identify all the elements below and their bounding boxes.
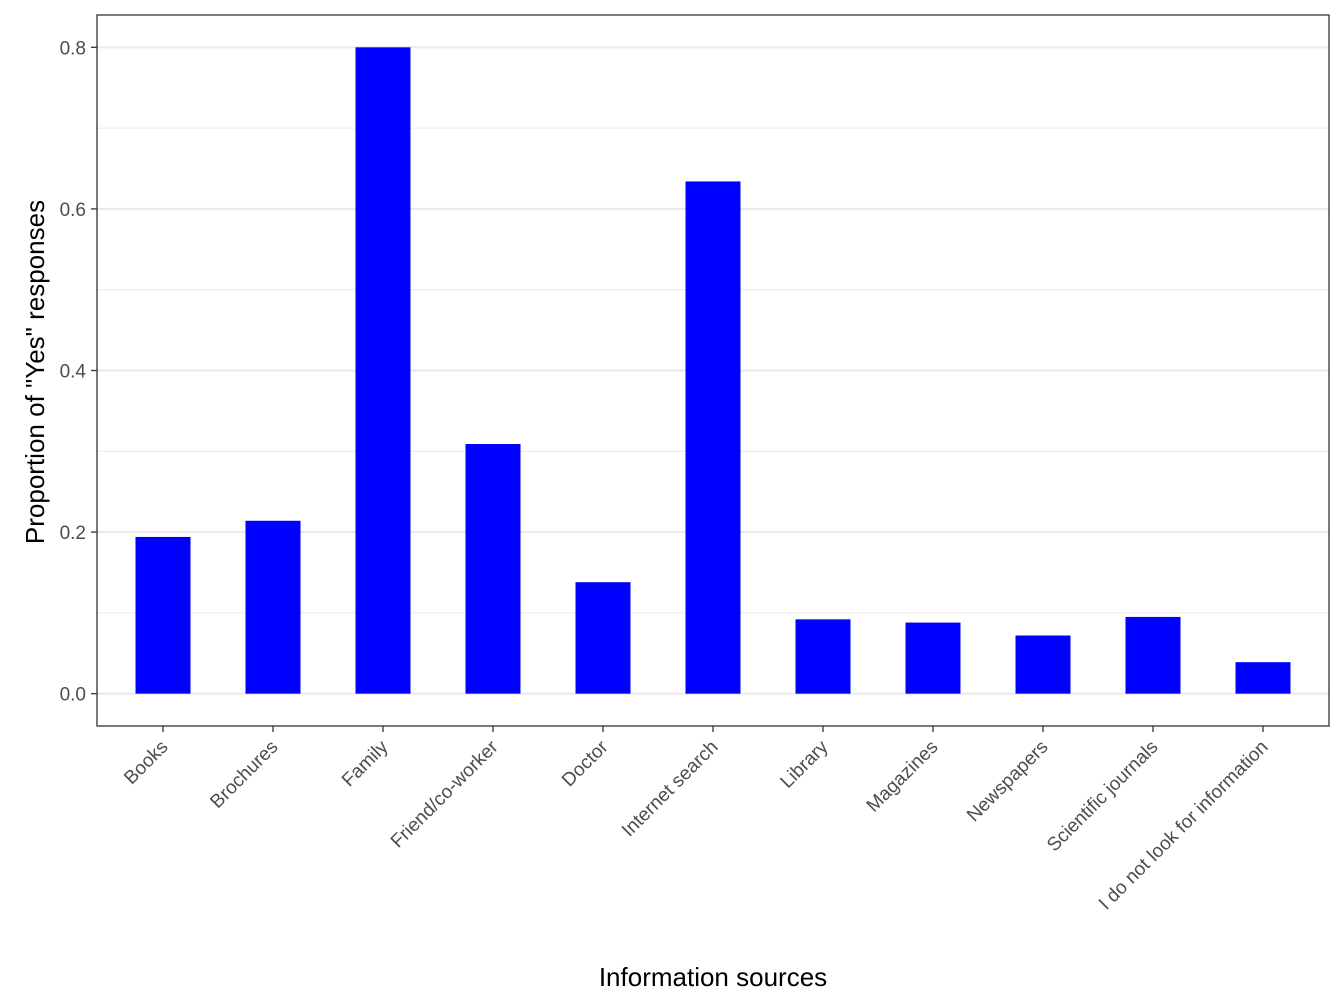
bar-7 (795, 619, 851, 694)
x-tick-label: Friend/co-worker (387, 736, 503, 852)
x-tick-label: Books (120, 737, 172, 789)
x-tick-label: Scientific journals (1043, 737, 1162, 856)
bar-11 (1235, 662, 1291, 694)
x-tick-label: Internet search (618, 737, 722, 841)
bar-1 (135, 536, 191, 694)
y-tick-label: 0.6 (60, 200, 86, 221)
y-tick-label: 0.0 (60, 685, 86, 706)
y-axis-title: Proportion of "Yes" responses (20, 200, 50, 544)
bar-10 (1125, 616, 1181, 694)
bar-9 (1015, 635, 1071, 694)
bars (135, 47, 1291, 694)
x-tick-label: Family (338, 736, 393, 791)
bar-8 (905, 622, 961, 694)
x-tick-label: Library (777, 736, 833, 792)
x-tick-label: Magazines (863, 737, 943, 817)
y-tick-label: 0.4 (60, 362, 87, 383)
bar-2 (245, 520, 301, 694)
y-axis: 0.0 0.2 0.4 0.6 0.8 (60, 38, 97, 706)
x-tick-label: Newspapers (963, 737, 1053, 827)
y-tick-label: 0.8 (60, 38, 86, 59)
bar-3 (355, 47, 411, 694)
x-tick-label: Doctor (558, 736, 613, 791)
x-tick-label: Brochures (206, 737, 282, 813)
bar-6 (685, 181, 741, 694)
y-tick-label: 0.2 (60, 523, 86, 544)
bar-4 (465, 444, 521, 694)
x-axis-title: Information sources (599, 962, 827, 992)
bar-5 (575, 582, 631, 694)
